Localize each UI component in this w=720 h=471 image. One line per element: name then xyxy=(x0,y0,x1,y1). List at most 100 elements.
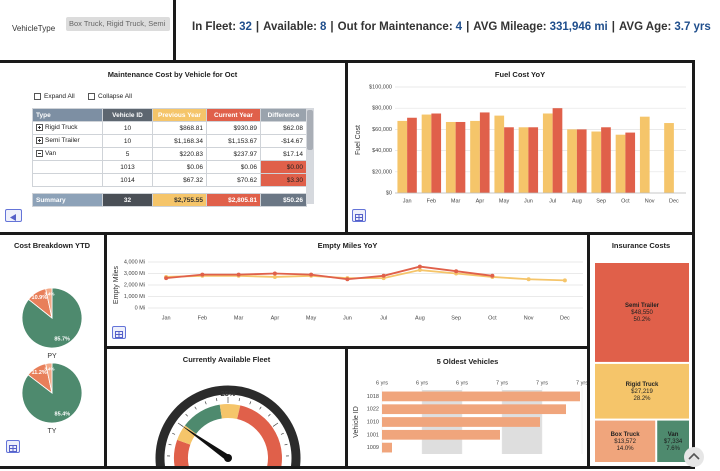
cell-text: $70.62 xyxy=(237,176,257,184)
gauge-tick xyxy=(194,406,197,410)
gauge-tick xyxy=(268,413,271,417)
bar xyxy=(479,112,490,193)
bar xyxy=(397,120,408,193)
x-tick-label: Oct xyxy=(621,198,630,204)
cell-text: $17.14 xyxy=(283,150,303,158)
kpi-separator: | xyxy=(611,21,615,33)
gauge-tick xyxy=(280,432,284,435)
scroll-thumb[interactable] xyxy=(307,110,313,150)
table-cell: $237.97 xyxy=(206,147,261,161)
table-cell: $67.32 xyxy=(152,173,207,187)
table-view-button[interactable] xyxy=(112,326,126,339)
point xyxy=(200,272,205,277)
back-icon xyxy=(10,214,16,221)
cell-text: -$14.67 xyxy=(280,137,303,145)
slice-label: 3.4% xyxy=(44,366,54,371)
gauge-band xyxy=(219,404,241,420)
toggle-icon[interactable] xyxy=(36,124,43,132)
point xyxy=(272,274,277,279)
pie-label: PY xyxy=(47,353,57,360)
gauge-chart: Currently Available Fleet 25% xyxy=(155,355,301,466)
point xyxy=(309,272,314,277)
tile-share: 28.2% xyxy=(633,396,651,402)
table-view-button[interactable] xyxy=(352,209,366,222)
cell-text: 10 xyxy=(123,137,132,145)
gauge-tick xyxy=(249,401,252,405)
y-tick-label: $0 xyxy=(386,190,392,196)
chart-title: 5 Oldest Vehicles xyxy=(437,357,499,366)
tile-label: Semi Trailer xyxy=(625,303,660,309)
bar xyxy=(382,442,392,453)
table-cell: $17.14 xyxy=(260,147,307,161)
gauge-band xyxy=(184,404,223,435)
bar xyxy=(504,127,514,193)
x-tick-label: Nov xyxy=(645,198,655,204)
expand-button[interactable]: Expand All xyxy=(34,93,75,100)
point xyxy=(526,277,531,282)
kpi-label: AVG Mileage: xyxy=(473,21,547,33)
y-tick-label: 1010 xyxy=(367,419,379,425)
column-header: Current Year xyxy=(206,108,261,122)
table-view-button[interactable] xyxy=(6,440,20,453)
fuel-panel: Fuel Cost YoY Fuel Cost $0 $20,000 $40,000 $6… xyxy=(348,63,692,232)
y-tick-label: $40,000 xyxy=(372,148,392,154)
cell-text: 10 xyxy=(123,124,132,132)
chart-title: Fuel Cost YoY xyxy=(495,70,545,79)
line xyxy=(166,265,493,281)
spacer xyxy=(33,187,307,194)
back-button[interactable] xyxy=(5,209,22,222)
divider xyxy=(0,232,695,235)
cell-text: Van xyxy=(45,150,57,158)
x-tick-label: 6 yrs xyxy=(376,380,388,386)
empty-miles-panel: Empty Miles YoY Empty Miles 0 Mi 1,000 Mi 2,… xyxy=(108,236,587,346)
tile-value: $7,334 xyxy=(664,439,683,445)
kpi-bar: In Fleet: 32 | Available: 8 | Out for Maintena… xyxy=(192,21,711,33)
bar xyxy=(494,115,505,193)
y-tick-label: 2,000 Mi xyxy=(124,282,145,288)
chart-title: Cost Breakdown YTD xyxy=(14,241,91,250)
divider xyxy=(173,0,176,61)
kpi-separator: | xyxy=(330,21,334,33)
table-row: Rigid Truck 10 $868.81 $930.89 $62.08 xyxy=(32,121,307,135)
cell-text: Rigid Truck xyxy=(45,124,78,132)
table-cell: 5 xyxy=(102,147,153,161)
bar xyxy=(601,127,611,193)
cell-text: $3.30 xyxy=(286,176,303,184)
slice-label: 10.9% xyxy=(32,295,48,301)
point xyxy=(272,271,277,276)
point xyxy=(164,276,169,281)
table-row: Van 5 $220.83 $237.97 $17.14 xyxy=(32,147,307,161)
gauge-tick xyxy=(172,432,176,435)
divider xyxy=(0,466,695,469)
kpi-separator: | xyxy=(466,21,470,33)
toggle-icon[interactable] xyxy=(36,137,43,145)
x-tick-label: Jun xyxy=(343,315,352,321)
toggle-icon[interactable] xyxy=(36,150,43,158)
x-tick-label: Mar xyxy=(234,315,244,321)
hbar-chart: 5 Oldest Vehicles Vehicle ID 6 yrs 6 yrs 6 y… xyxy=(353,357,587,454)
table-cell: -$14.67 xyxy=(260,134,307,148)
cell-text: $237.97 xyxy=(233,150,258,158)
x-tick-label: 7 yrs xyxy=(536,380,548,386)
slice-label: 85.4% xyxy=(55,411,71,417)
pie-charts: Cost Breakdown YTD85.7%10.9%3.4%PY85.4%1… xyxy=(14,241,91,435)
scrollbar[interactable] xyxy=(306,108,314,204)
column-header: Difference xyxy=(260,108,307,122)
scroll-top-button[interactable] xyxy=(683,446,705,468)
x-tick-label: Jul xyxy=(380,315,387,321)
x-tick-label: Aug xyxy=(415,315,425,321)
table-cell: $1,153.67 xyxy=(206,134,261,148)
bar xyxy=(382,429,500,440)
y-axis-label: Fuel Cost xyxy=(355,125,362,155)
filter-dropdown[interactable]: Box Truck, Rigid Truck, Semi xyxy=(66,17,170,31)
table-cell xyxy=(32,160,103,174)
gauge-tick xyxy=(259,406,262,410)
kpi-label: In Fleet: xyxy=(192,21,237,33)
bar xyxy=(518,127,529,193)
point xyxy=(490,273,495,278)
table-cell: $1,168.34 xyxy=(152,134,207,148)
x-tick-label: 7 yrs xyxy=(576,380,587,386)
x-tick-label: Dec xyxy=(560,315,570,321)
collapse-button[interactable]: Collapse All xyxy=(88,93,132,100)
kpi-label: AVG Age: xyxy=(618,21,672,33)
